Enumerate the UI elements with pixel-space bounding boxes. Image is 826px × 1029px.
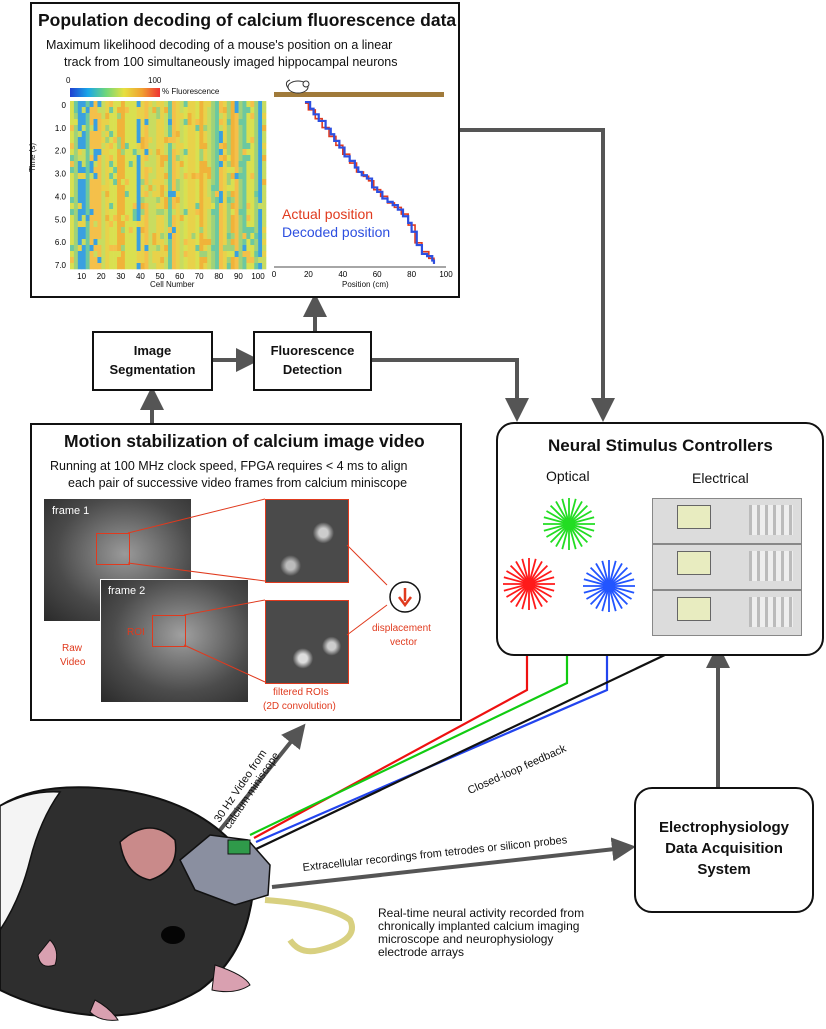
heatmap-ytick: 1.0 [55,124,67,133]
heatmap-xtick: 90 [234,272,243,281]
heatmap-ytick: 0 [62,101,67,110]
realtime-annotation: Real-time neural activity recorded from … [378,907,584,959]
frame1-roi [96,533,130,565]
colorbar-label: % Fluorescence [162,87,220,96]
decoding-subtitle-2: track from 100 simultaneously imaged hip… [64,55,398,69]
stimulator-unit-1 [652,498,802,544]
ephys-panel: Electrophysiology Data Acquisition Syste… [634,787,814,913]
ephys-line1: Electrophysiology [658,819,790,836]
heatmap-xtick: 10 [77,272,86,281]
controllers-title: Neural Stimulus Controllers [548,436,773,455]
realtime-annotation-4: electrode arrays [378,945,465,959]
detection-line1: Fluorescence [270,343,355,358]
detection-box: Fluorescence Detection [253,331,372,391]
track-mouse-icon [285,79,310,94]
arrow-detect-to-controllers [372,358,529,422]
motion-subtitle-1: Running at 100 MHz clock speed, FPGA req… [50,459,408,473]
laser-green-icon [543,498,595,550]
laser-blue-icon [583,560,635,612]
motion-panel: Motion stabilization of calcium image vi… [30,423,462,721]
segmentation-line1: Image [133,343,172,358]
segmentation-box: Image Segmentation [92,331,213,391]
heatmap-xtick: 20 [97,272,106,281]
frame2-image [100,579,249,703]
heatmap-xtick: 60 [175,272,184,281]
heatmap-xtick: 100 [251,272,265,281]
heatmap-ytick: 3.0 [55,170,67,179]
heatmap-xtick: 40 [136,272,145,281]
heatmap-cells [70,101,267,270]
heatmap-xtick: 50 [156,272,165,281]
raw-label-1: Raw [62,643,83,654]
motion-subtitle-2: each pair of successive video frames fro… [68,476,408,490]
colorbar [70,88,160,97]
arrow-recordings-to-ephys [271,837,636,889]
roi-label: ROI [127,627,145,638]
filtered-label-2: (2D convolution) [263,701,336,712]
realtime-annotation-2: chronically implanted calcium imaging [378,919,580,933]
heatmap-ytick: 2.0 [55,147,67,156]
frame2-label: frame 2 [108,585,146,597]
trace-xlabel: Position (cm) [342,280,389,289]
filtered-roi-2 [265,600,349,684]
linear-track [274,92,444,97]
decoding-subtitle-1: Maximum likelihood decoding of a mouse's… [46,38,393,52]
heatmap-axes: 0 1.0 2.0 3.0 4.0 5.0 6.0 7.0 10 20 30 40 50 60 70 80 90… [55,101,265,281]
heatmap-xtick: 70 [195,272,204,281]
trace-plot: 0 20 40 60 80 100 [272,101,453,279]
detection-line2: Detection [282,362,343,377]
colorbar-max: 100 [148,76,162,85]
ephys-line3: System [697,861,751,878]
electrical-label: Electrical [692,470,749,486]
heatmap-xtick: 80 [214,272,223,281]
trace-xtick: 60 [373,270,382,279]
frame2-roi [152,615,186,647]
laser-red-icon [503,558,555,610]
stimulator-unit-2 [652,544,802,590]
motion-title: Motion stabilization of calcium image vi… [64,431,425,451]
heatmap-ytick: 6.0 [55,238,67,247]
heatmap-ytick: 5.0 [55,215,67,224]
legend-actual: Actual position [282,206,374,222]
filtered-label-1: filtered ROIs [273,687,329,698]
colorbar-min: 0 [66,76,71,85]
segmentation-line2: Segmentation [109,362,196,377]
legend-decoded: Decoded position [282,224,391,240]
trace-xtick: 100 [439,270,453,279]
decoding-panel: Population decoding of calcium fluoresce… [28,2,460,298]
filtered-roi-1 [265,499,349,583]
trace-xtick: 20 [304,270,313,279]
heatmap-ytick: 4.0 [55,192,67,201]
heatmap-xtick: 30 [116,272,125,281]
laser-bursts [503,498,635,612]
feedback-line [253,624,729,851]
trace-xtick: 80 [407,270,416,279]
realtime-annotation-3: microscope and neurophysiology [378,932,554,946]
decoding-title: Population decoding of calcium fluoresce… [38,10,457,30]
optical-label: Optical [546,468,590,484]
roi-link-lines [127,498,421,683]
ephys-line2: Data Acquisition [665,840,783,857]
heatmap-svg: 0 1.0 2.0 3.0 4.0 5.0 6.0 7.0 10 20 30 40 50 60 70 80 90… [55,101,453,281]
trace-xtick: 0 [272,270,277,279]
series-decoded-line [304,101,436,264]
disp-label-2: vector [390,637,418,648]
trace-xtick: 40 [338,270,347,279]
controllers-panel: Neural Stimulus Controllers Optical Elec… [496,422,824,656]
disp-label-1: displacement [372,623,431,634]
heatmap-ytick: 7.0 [55,261,67,270]
stimulator-unit-3 [652,590,802,636]
raw-label-2: Video [60,657,86,668]
realtime-annotation-1: Real-time neural activity recorded from [378,906,585,920]
frame1-label: frame 1 [52,505,90,517]
heatmap-xlabel: Cell Number [150,280,195,289]
arrow-decoding-to-controllers [458,128,615,422]
